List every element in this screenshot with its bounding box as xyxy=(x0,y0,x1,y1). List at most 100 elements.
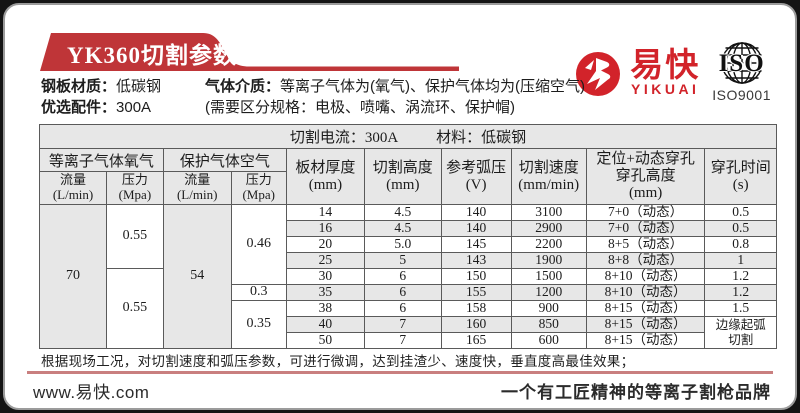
brand-logo: 易快 YIKUAI xyxy=(575,41,771,103)
cutting-current-label: 切割电流：300A xyxy=(289,130,399,146)
table-row: 70 0.55 54 0.46 14 4.5 140 3100 7+0（动态） … xyxy=(38,204,777,349)
table-cell: 1900 xyxy=(510,252,587,269)
table-cell: 14 xyxy=(285,204,365,221)
gas-value: 等离子气体为(氧气)、保护气体均为(压缩空气) xyxy=(280,78,585,95)
table-cell: 8+8（动态） xyxy=(585,252,706,269)
table-cell: 0.5 xyxy=(704,220,777,237)
table-cell: 158 xyxy=(440,300,512,317)
table-row: 0.35 38 6 158 900 8+15（动态） 1.5 xyxy=(40,300,777,349)
table-cell: 7+0（动态） xyxy=(585,220,706,237)
iso-label: ISO xyxy=(718,50,765,77)
cell-plasma-flow: 70 xyxy=(38,204,108,349)
table-cell: 600 xyxy=(510,332,587,349)
col-header-pierce-height: 定位+动态穿孔 穿孔高度 (mm) xyxy=(585,148,706,205)
table-cell: 7+0（动态） xyxy=(585,204,706,221)
brand-name-en: YIKUAI xyxy=(631,81,700,97)
col-header-cut-height: 切割高度 (mm) xyxy=(363,148,442,205)
table-cell: 143 xyxy=(440,252,512,269)
table-title-cell: 切割电流：300A 材料：低碳钢 xyxy=(39,124,777,149)
accessory-value: 300A xyxy=(116,99,152,116)
sub-header-plasma-flow: 流量 (L/min) xyxy=(38,171,108,205)
table-cell: 155 xyxy=(440,284,512,301)
table-cell: 4.5 xyxy=(363,220,442,237)
table-cell: 6 xyxy=(363,284,442,301)
table-cell: 8+15（动态） xyxy=(585,316,706,333)
cell-shield-pressure-top: 0.46 xyxy=(230,204,287,285)
accessory-label: 优选配件： xyxy=(41,99,117,116)
website-url: www.易快.com xyxy=(33,383,150,402)
col-header-pierce-time: 穿孔时间 (s) xyxy=(704,148,777,205)
group-header-row: 等离子气体氧气 保护气体空气 板材厚度 (mm) 切割高度 (mm) 参考弧压 … xyxy=(39,148,777,205)
banner-ribbon xyxy=(40,33,459,71)
adjustment-note: 根据现场工况，对切割速度和弧压参数，可进行微调，达到挂渣少、速度快，垂直度高最佳… xyxy=(41,354,635,369)
table-cell: 160 xyxy=(440,316,512,333)
table-cell: 0.5 xyxy=(704,204,777,221)
yikuai-monogram-icon xyxy=(576,52,621,96)
footer-divider xyxy=(27,371,773,374)
footer: www.易快.com 一个有工匠精神的等离子割枪品牌 xyxy=(33,378,771,403)
cutting-parameters-table: 切割电流：300A 材料：低碳钢 等离子气体氧气 保护气体空气 板材厚度 (mm)… xyxy=(38,124,777,349)
table-cell: 38 xyxy=(285,300,365,317)
table-cell: 25 xyxy=(285,252,365,269)
table-row: 40 7 160 850 8+15（动态） 边缘起弧 切割 xyxy=(40,316,777,349)
table-cell: 6 xyxy=(363,268,442,285)
table-cell: 35 xyxy=(285,284,365,301)
table-cell: 1200 xyxy=(510,284,587,301)
table-cell: 1.5 xyxy=(704,300,777,317)
table-row: 50 7 165 600 8+15（动态） xyxy=(40,332,777,349)
table-cell: 7 xyxy=(363,332,442,349)
table-cell: 7 xyxy=(363,316,442,333)
table-cell: 1 xyxy=(704,252,777,269)
table-cell: 3100 xyxy=(510,204,587,221)
table-cell: 1.2 xyxy=(704,268,777,285)
info-line-2: 优选配件：300A (需要区分规格：电极、喷嘴、涡流环、保护帽) xyxy=(41,97,585,118)
table-cell: 8+15（动态） xyxy=(585,332,706,349)
brand-slogan: 一个有工匠精神的等离子割枪品牌 xyxy=(501,383,771,402)
table-cell: 140 xyxy=(440,220,512,237)
spec-info: 钢板材质：低碳钢 气体介质： 等离子气体为(氧气)、保护气体均为(压缩空气) 优… xyxy=(41,76,585,118)
table-cell: 1500 xyxy=(510,268,587,285)
table-cell: 150 xyxy=(440,268,512,285)
cell-shield-pressure-bottom: 0.35 xyxy=(230,300,287,349)
material-field: 钢板材质：低碳钢 xyxy=(41,76,205,97)
table-cell: 50 xyxy=(285,332,365,349)
cell-plasma-pressure-top: 0.55 xyxy=(106,204,164,269)
iso-cert-label: ISO9001 xyxy=(712,87,771,103)
info-line-1: 钢板材质：低碳钢 气体介质： 等离子气体为(氧气)、保护气体均为(压缩空气) xyxy=(41,76,585,97)
iso-badge: ISO ISO9001 xyxy=(712,41,771,103)
spec-card: YK360切割参数 易快 YIKUAI xyxy=(3,3,797,410)
material-label: 钢板材质： xyxy=(41,78,117,95)
table-cell: 16 xyxy=(285,220,365,237)
cell-plasma-pressure-bottom: 0.55 xyxy=(106,268,164,349)
table-cell: 8+15（动态） xyxy=(585,300,706,317)
table-cell: 30 xyxy=(285,268,365,285)
iso-globe-icon: ISO xyxy=(713,41,771,85)
table-cell: 0.8 xyxy=(704,236,777,253)
table-cell: 850 xyxy=(510,316,587,333)
table-title-row: 切割电流：300A 材料：低碳钢 xyxy=(39,124,777,149)
table-cell: 1.2 xyxy=(704,284,777,301)
brand-text: 易快 YIKUAI xyxy=(630,48,700,96)
table-cell: 900 xyxy=(510,300,587,317)
table-cell: 2200 xyxy=(510,236,587,253)
spec-note: (需要区分规格：电极、喷嘴、涡流环、保护帽) xyxy=(205,99,515,116)
brand-name-cn: 易快 xyxy=(630,46,701,83)
table-cell: 5 xyxy=(363,252,442,269)
page-title: YK360切割参数 xyxy=(67,43,237,68)
accessory-field: 优选配件：300A xyxy=(41,97,205,118)
table-cell: 20 xyxy=(285,236,365,253)
table-cell: 8+10（动态） xyxy=(585,268,706,285)
table-cell: 8+5（动态） xyxy=(585,236,706,253)
cell-shield-pressure-mid: 0.3 xyxy=(230,284,287,301)
sub-header-shield-pressure: 压力 (Mpa) xyxy=(230,171,287,205)
table-cell: 2900 xyxy=(510,220,587,237)
cell-edge-start-note: 边缘起弧 切割 xyxy=(704,316,777,349)
table-cell: 165 xyxy=(440,332,512,349)
col-header-arc-voltage: 参考弧压 (V) xyxy=(440,148,512,205)
table-cell: 40 xyxy=(285,316,365,333)
gas-label: 气体介质： xyxy=(205,78,281,95)
table-cell: 8+10（动态） xyxy=(585,284,706,301)
table-cell: 4.5 xyxy=(363,204,442,221)
table-cell: 5.0 xyxy=(363,236,442,253)
table-cell: 145 xyxy=(440,236,512,253)
